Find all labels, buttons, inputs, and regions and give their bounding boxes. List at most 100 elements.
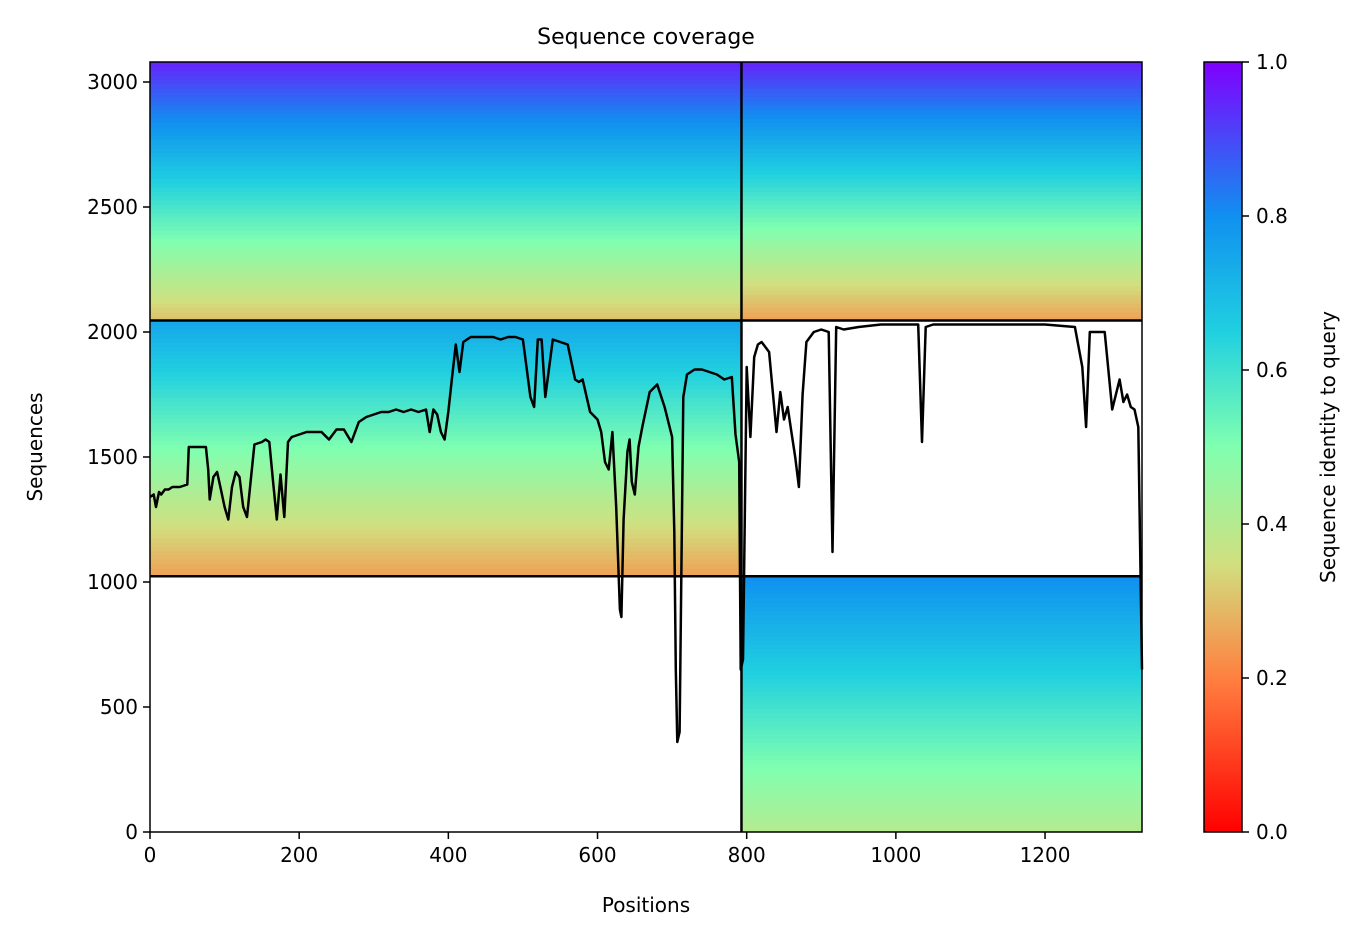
heatmap-strip <box>150 482 742 488</box>
heatmap-strip <box>741 601 1142 607</box>
heatmap-strip <box>741 640 1142 646</box>
heatmap-strip <box>741 156 1142 162</box>
heatmap-strip <box>150 337 742 343</box>
heatmap-strip <box>741 268 1142 274</box>
heatmap-strip <box>150 130 742 136</box>
heatmap-strip <box>150 461 742 467</box>
y-tick-label: 3000 <box>87 70 138 94</box>
heatmap-strip <box>150 122 742 128</box>
heatmap-strip <box>150 358 742 364</box>
heatmap-strip <box>150 143 742 149</box>
coverage-line <box>149 323 1144 744</box>
heatmap-strip <box>741 62 1142 67</box>
heatmap-strip <box>150 491 742 496</box>
heatmap-strip <box>741 682 1142 688</box>
heatmap-strip <box>150 380 742 386</box>
heatmap-strip <box>150 87 742 93</box>
heatmap-strip <box>150 354 742 360</box>
heatmap-strip <box>150 410 742 415</box>
heatmap-strip <box>150 311 742 317</box>
heatmap-blocks <box>150 62 1142 832</box>
heatmap-strip <box>741 83 1142 89</box>
heatmap-strip <box>741 118 1142 123</box>
heatmap-strip <box>150 212 742 218</box>
heatmap-strip <box>150 444 742 449</box>
heatmap-strip <box>741 79 1142 85</box>
colorbar-tick-label: 1.0 <box>1256 50 1288 74</box>
heatmap-strip <box>741 87 1142 93</box>
heatmap-strip <box>150 533 742 539</box>
heatmap-strip <box>150 571 742 577</box>
heatmap-strip <box>741 307 1142 313</box>
heatmap-strip <box>150 346 742 351</box>
heatmap-strip <box>150 191 742 197</box>
heatmap-strip <box>741 217 1142 223</box>
heatmap-strip <box>741 221 1142 227</box>
heatmap-strip <box>150 286 742 291</box>
heatmap-strip <box>150 307 742 313</box>
x-tick-label: 600 <box>578 843 616 867</box>
heatmap-strip <box>150 66 742 72</box>
colorbar-tick-label: 0.2 <box>1256 666 1288 690</box>
heatmap-strip <box>741 191 1142 197</box>
y-tick-label: 500 <box>100 695 138 719</box>
heatmap-strip <box>150 74 742 80</box>
heatmap-strip <box>741 576 1142 582</box>
heatmap-strip <box>150 221 742 227</box>
heatmap-strip <box>150 165 742 171</box>
heatmap-strip <box>741 729 1142 735</box>
heatmap-strip <box>150 469 742 475</box>
heatmap-strip <box>150 363 742 368</box>
heatmap-strip <box>741 746 1142 752</box>
heatmap-strip <box>741 627 1142 633</box>
heatmap-strip <box>150 401 742 407</box>
heatmap-strip <box>150 478 742 484</box>
heatmap-strip <box>741 242 1142 248</box>
heatmap-strip <box>150 563 742 569</box>
heatmap-strip <box>741 733 1142 739</box>
heatmap-strip <box>741 96 1142 102</box>
heatmap-strip <box>741 772 1142 778</box>
heatmap-strip <box>741 759 1142 765</box>
heatmap-strip <box>741 195 1142 201</box>
heatmap-strip <box>150 225 742 231</box>
heatmap-strip <box>150 178 742 184</box>
colorbar-tick-label: 0.8 <box>1256 204 1288 228</box>
heatmap-strip <box>150 169 742 175</box>
heatmap-strip <box>741 618 1142 624</box>
heatmap-strip <box>150 100 742 106</box>
chart-title: Sequence coverage <box>537 25 755 50</box>
heatmap-strip <box>150 92 742 98</box>
heatmap-strip <box>741 716 1142 722</box>
heatmap-block-bottom-right <box>741 576 1142 832</box>
heatmap-strip <box>150 384 742 390</box>
heatmap-strip <box>741 793 1142 799</box>
heatmap-strip <box>150 139 742 145</box>
y-tick-label: 0 <box>125 820 138 844</box>
colorbar-label: Sequence identity to query <box>1316 311 1340 583</box>
heatmap-strip <box>150 79 742 85</box>
heatmap-strip <box>741 316 1142 322</box>
heatmap-strip <box>741 70 1142 76</box>
block-boundaries <box>150 62 1142 832</box>
heatmap-strip <box>150 367 742 373</box>
heatmap-strip <box>150 152 742 158</box>
heatmap-strip <box>150 268 742 274</box>
heatmap-strip <box>150 294 742 300</box>
heatmap-strip <box>741 186 1142 192</box>
heatmap-strip <box>150 277 742 283</box>
heatmap-strip <box>741 152 1142 158</box>
heatmap-strip <box>741 823 1142 829</box>
heatmap-strip <box>150 333 742 339</box>
heatmap-strip <box>150 113 742 119</box>
heatmap-strip <box>741 208 1142 214</box>
heatmap-strip <box>741 806 1142 812</box>
heatmap-strip <box>150 546 742 552</box>
heatmap-strip <box>741 66 1142 72</box>
heatmap-strip <box>150 542 742 548</box>
heatmap-strip <box>741 264 1142 270</box>
heatmap-strip <box>150 320 742 326</box>
heatmap-strip <box>150 62 742 67</box>
heatmap-strip <box>741 644 1142 650</box>
heatmap-strip <box>150 520 742 526</box>
